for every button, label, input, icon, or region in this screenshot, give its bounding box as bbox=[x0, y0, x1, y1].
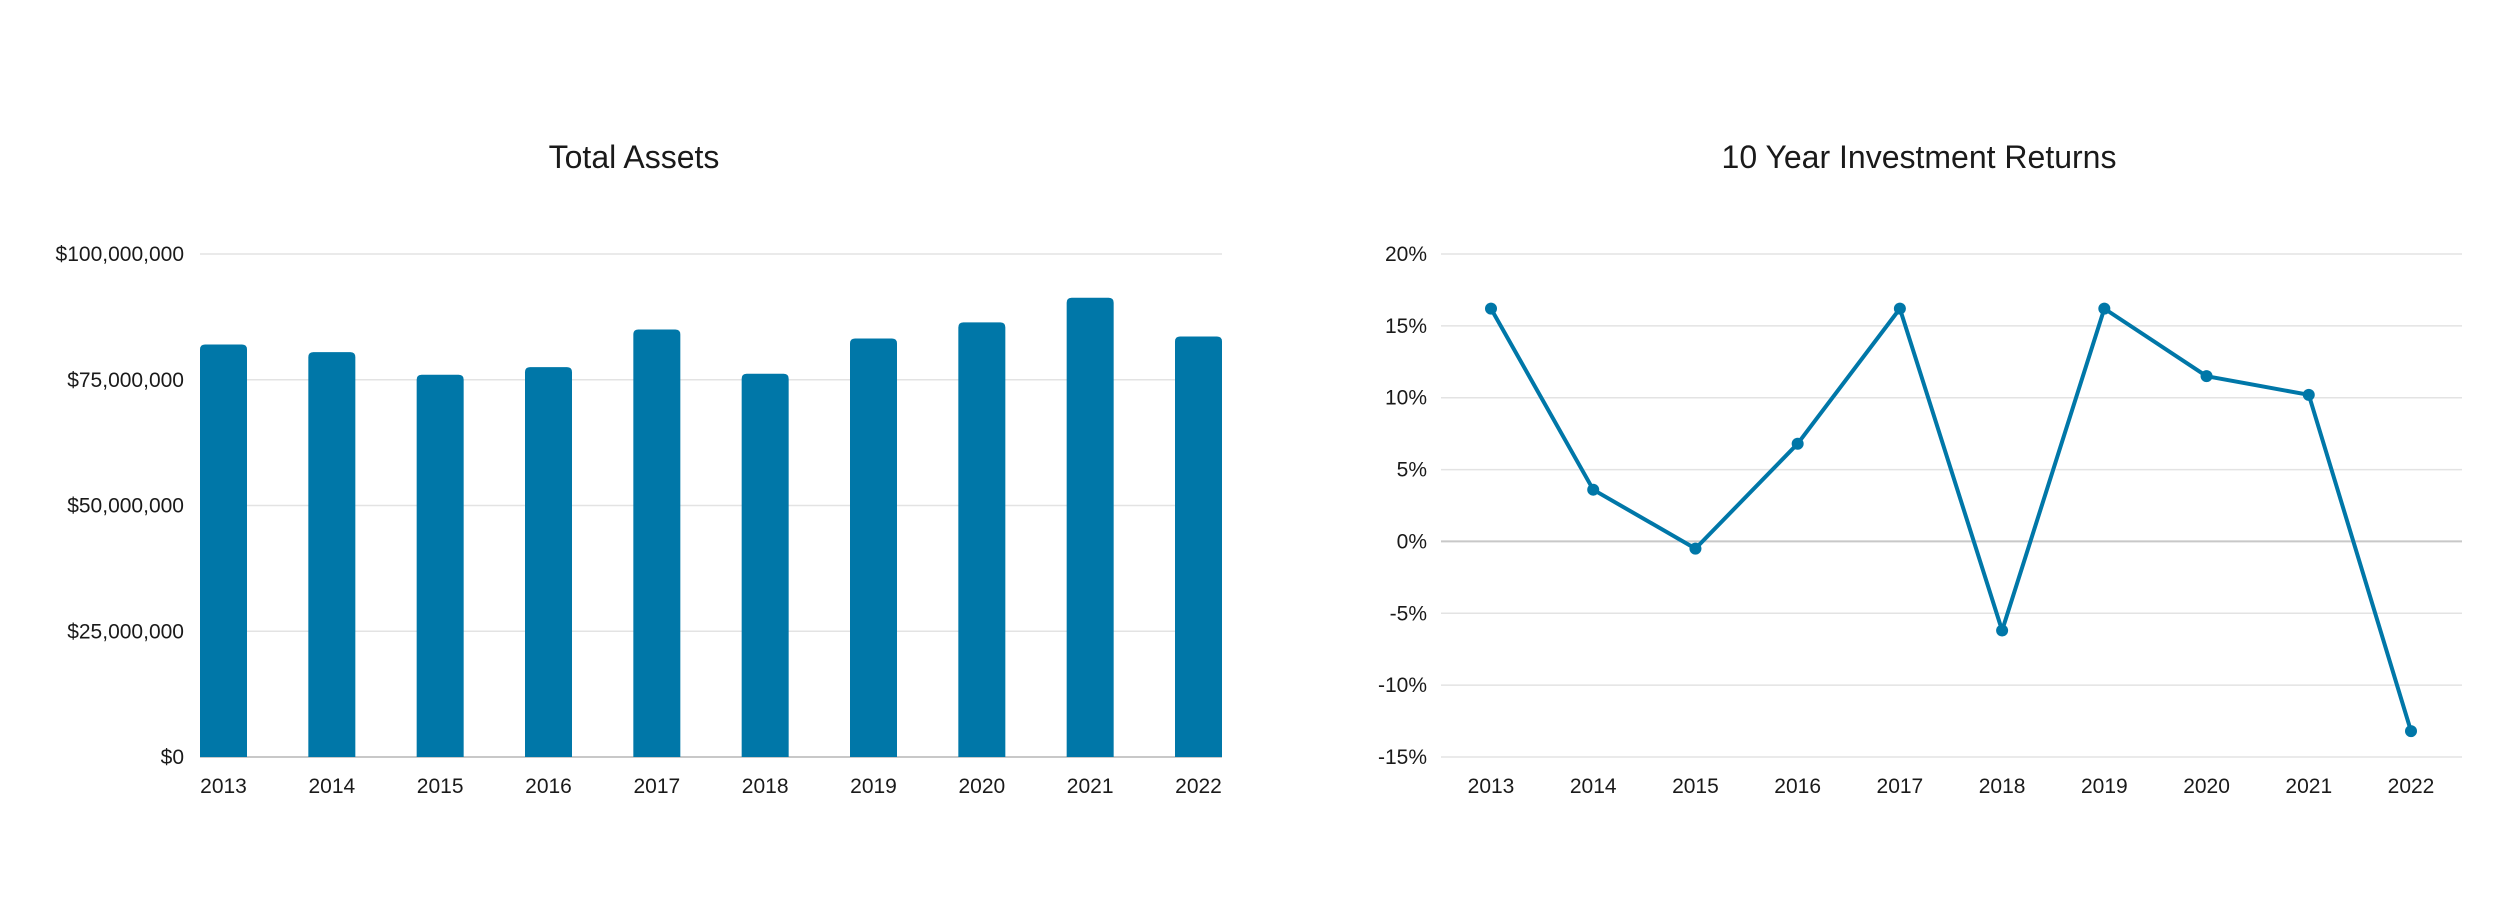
line-x-tick-label: 2015 bbox=[1672, 775, 1719, 798]
bar-x-tick-label: 2013 bbox=[200, 775, 247, 798]
line-x-tick-label: 2016 bbox=[1774, 775, 1821, 798]
line-x-tick-label: 2022 bbox=[2388, 775, 2435, 798]
bar-2019 bbox=[850, 338, 897, 757]
line-y-tick-label: -5% bbox=[1390, 602, 1427, 625]
line-x-tick-label: 2019 bbox=[2081, 775, 2128, 798]
bar-x-tick-label: 2022 bbox=[1175, 775, 1222, 798]
point-2021 bbox=[2302, 388, 2315, 401]
bar-chart-title: Total Assets bbox=[549, 139, 720, 175]
bar-2014 bbox=[308, 352, 356, 757]
line-y-tick-label: -15% bbox=[1378, 746, 1427, 769]
bar-chart-bars bbox=[200, 297, 1222, 757]
line-chart-series bbox=[1485, 302, 2417, 738]
line-x-tick-label: 2018 bbox=[1979, 775, 2026, 798]
bar-y-tick-label: $0 bbox=[161, 746, 184, 769]
bar-x-tick-label: 2014 bbox=[308, 775, 355, 798]
point-2016 bbox=[1791, 437, 1804, 450]
line-x-tick-label: 2017 bbox=[1877, 775, 1924, 798]
bar-y-tick-label: $25,000,000 bbox=[67, 620, 184, 643]
point-2013 bbox=[1485, 302, 1497, 315]
point-2020 bbox=[2200, 370, 2213, 383]
bar-x-tick-label: 2017 bbox=[633, 775, 680, 798]
line-x-tick-label: 2014 bbox=[1570, 775, 1617, 798]
bar-2015 bbox=[416, 374, 464, 757]
point-2019 bbox=[2098, 302, 2111, 315]
line-chart-title: 10 Year Investment Returns bbox=[1722, 139, 2117, 175]
line-y-tick-label: 15% bbox=[1385, 315, 1427, 338]
line-y-tick-label: 10% bbox=[1385, 387, 1427, 410]
line-y-tick-label: 20% bbox=[1385, 243, 1427, 266]
bar-2017 bbox=[633, 329, 681, 757]
returns-series-line bbox=[1489, 306, 2413, 732]
line-y-tick-label: 5% bbox=[1397, 459, 1427, 482]
bar-2021 bbox=[1066, 297, 1114, 757]
bar-2018 bbox=[741, 373, 789, 757]
point-2014 bbox=[1587, 483, 1600, 496]
line-x-tick-label: 2020 bbox=[2183, 775, 2230, 798]
bar-y-tick-label: $100,000,000 bbox=[56, 243, 184, 266]
bar-2020 bbox=[958, 322, 1006, 757]
line-y-tick-label: 0% bbox=[1397, 530, 1427, 553]
bar-2016 bbox=[525, 367, 572, 757]
bar-x-tick-label: 2020 bbox=[958, 775, 1005, 798]
point-2022 bbox=[2405, 725, 2417, 738]
line-x-tick-label: 2021 bbox=[2285, 775, 2332, 798]
investment-returns-chart: 10 Year Investment Returns -15% -10% -5% 0%… bbox=[1378, 139, 2462, 798]
bar-y-tick-label: $50,000,000 bbox=[67, 495, 184, 518]
point-2015 bbox=[1689, 542, 1702, 555]
bar-x-tick-label: 2016 bbox=[525, 775, 572, 798]
line-chart-gridlines bbox=[1441, 253, 2462, 758]
bar-2013 bbox=[200, 344, 247, 757]
bar-chart-x-ticks: 2013 2014 2015 2016 2017 2018 2019 2020 2021 2022 bbox=[200, 775, 1222, 798]
bar-x-tick-label: 2021 bbox=[1067, 775, 1114, 798]
line-y-tick-label: -10% bbox=[1378, 674, 1427, 697]
bar-x-tick-label: 2018 bbox=[742, 775, 789, 798]
line-chart-y-ticks: -15% -10% -5% 0% 5% 10% 15% 20% bbox=[1378, 243, 1427, 769]
bar-x-tick-label: 2019 bbox=[850, 775, 897, 798]
bar-2022 bbox=[1175, 336, 1222, 757]
bar-chart-gridlines bbox=[200, 253, 1222, 758]
line-x-tick-label: 2013 bbox=[1468, 775, 1515, 798]
bar-x-tick-label: 2015 bbox=[417, 775, 464, 798]
point-2018 bbox=[1996, 624, 2009, 637]
bar-y-tick-label: $75,000,000 bbox=[67, 369, 184, 392]
bar-chart-y-ticks: $0 $25,000,000 $50,000,000 $75,000,000 $100,… bbox=[56, 243, 184, 769]
point-2017 bbox=[1893, 302, 1906, 315]
line-chart-x-ticks: 2013 2014 2015 2016 2017 2018 2019 2020 2021 2022 bbox=[1468, 775, 2435, 798]
total-assets-chart: Total Assets $0 $25,000,000 $50,000,000 $75… bbox=[56, 139, 1222, 798]
